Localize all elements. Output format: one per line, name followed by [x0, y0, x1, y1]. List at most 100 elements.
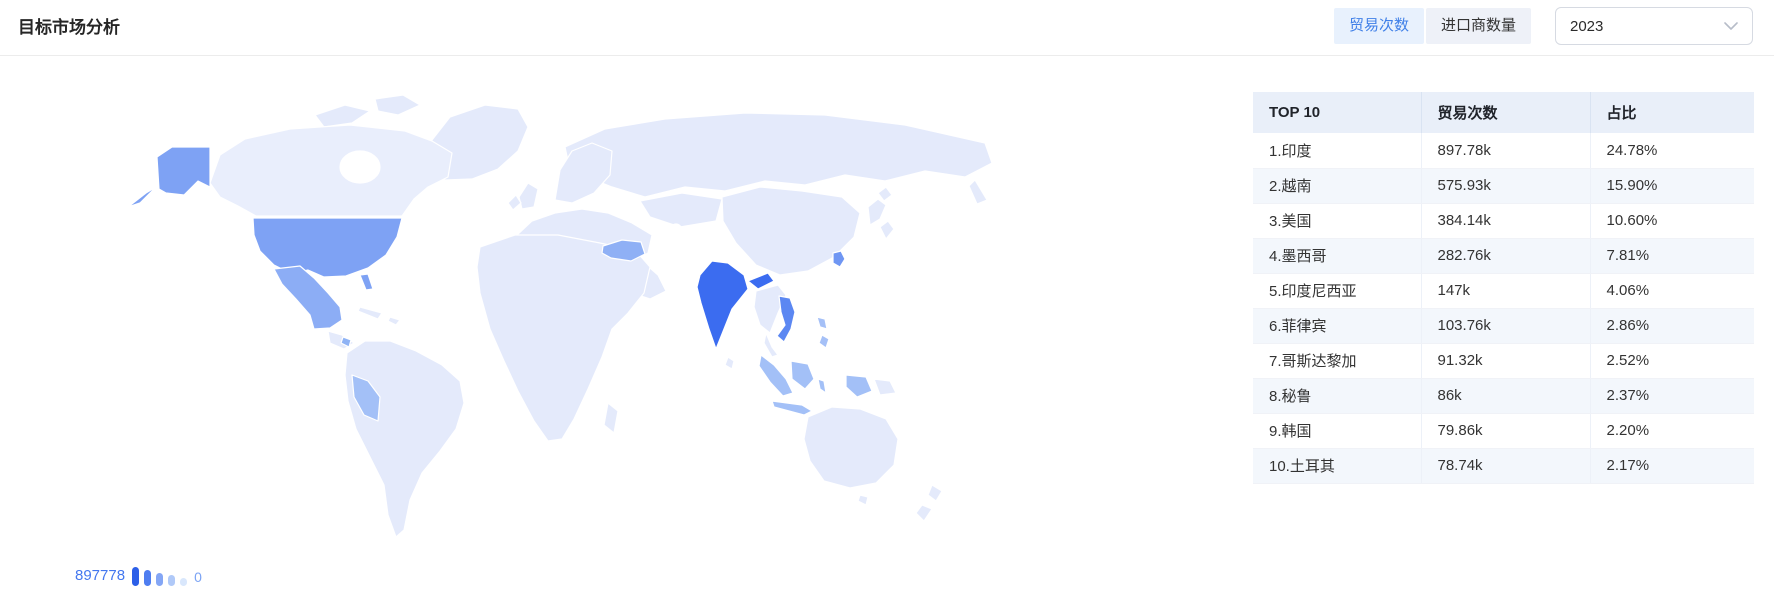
map-country-indonesia-papua[interactable]: [845, 374, 873, 398]
map-country-tasmania: [857, 494, 869, 506]
map-country-russia-kamchatka: [968, 179, 988, 205]
map-country-indonesia-borneo[interactable]: [790, 360, 815, 390]
map-country-africa[interactable]: [476, 234, 651, 442]
map-country-indonesia-java[interactable]: [771, 400, 813, 416]
tab-trade-count[interactable]: 贸易次数: [1333, 8, 1424, 44]
legend-bar: [156, 573, 164, 586]
map-country-ireland: [507, 194, 522, 211]
table-cell: 1.印度: [1253, 133, 1421, 169]
table-cell: 5.印度尼西亚: [1253, 273, 1421, 309]
year-dropdown[interactable]: 2023: [1555, 7, 1753, 45]
map-country-costa-rica[interactable]: [340, 336, 352, 348]
map-country-peru[interactable]: [351, 374, 381, 422]
map-country-cuba: [357, 306, 383, 320]
column-header-trade-count: 贸易次数: [1420, 92, 1590, 133]
table-row[interactable]: 1.印度 897.78k 24.78%: [1253, 133, 1754, 169]
legend-bar: [132, 567, 140, 586]
table-cell: 282.76k: [1420, 238, 1590, 274]
table-cell: 91.32k: [1420, 343, 1590, 379]
table-cell: 9.韩国: [1253, 413, 1421, 449]
map-country-usa[interactable]: [252, 217, 403, 278]
metric-tab-group: 贸易次数 进口商数量: [1333, 8, 1531, 44]
table-row[interactable]: 3.美国 384.14k 10.60%: [1253, 203, 1754, 239]
map-country-philippines[interactable]: [816, 316, 828, 330]
table-cell: 147k: [1420, 273, 1590, 309]
map-country-alaska[interactable]: [156, 146, 211, 196]
table-cell: 3.美国: [1253, 203, 1421, 239]
map-country-australia[interactable]: [803, 406, 899, 489]
map-country-japan[interactable]: [877, 186, 893, 202]
map-region-florida[interactable]: [359, 273, 374, 291]
table-cell: 2.86%: [1589, 308, 1754, 344]
table-row[interactable]: 7.哥斯达黎加 91.32k 2.52%: [1253, 343, 1754, 379]
table-cell: 10.60%: [1589, 203, 1754, 239]
tab-importer-count[interactable]: 进口商数量: [1425, 8, 1531, 44]
table-row[interactable]: 4.墨西哥 282.76k 7.81%: [1253, 238, 1754, 274]
table-row[interactable]: 2.越南 575.93k 15.90%: [1253, 168, 1754, 204]
map-country-turkey[interactable]: [601, 239, 646, 262]
legend-bar: [168, 575, 176, 586]
table-header-row: TOP 10 贸易次数 占比: [1253, 92, 1754, 133]
map-country-png: [873, 378, 897, 396]
column-header-share: 占比: [1589, 92, 1754, 133]
table-cell: 79.86k: [1420, 413, 1590, 449]
map-region-indochina[interactable]: [753, 284, 787, 334]
map-country-new-zealand: [927, 484, 943, 502]
map-country-south-america[interactable]: [344, 340, 465, 538]
legend-max-value: 897778: [75, 567, 126, 584]
table-row[interactable]: 8.秘鲁 86k 2.37%: [1253, 378, 1754, 414]
map-country-uk[interactable]: [518, 182, 539, 210]
table-row[interactable]: 9.韩国 79.86k 2.20%: [1253, 413, 1754, 449]
map-country-japan[interactable]: [879, 220, 895, 240]
map-country-hispaniola: [387, 316, 401, 326]
map-country-south-korea[interactable]: [832, 250, 846, 268]
legend-bar: [144, 570, 152, 586]
table-cell: 4.墨西哥: [1253, 238, 1421, 274]
table-cell: 384.14k: [1420, 203, 1590, 239]
year-dropdown-value: 2023: [1570, 17, 1604, 35]
table-cell: 2.20%: [1589, 413, 1754, 449]
world-map: [60, 85, 1110, 565]
top10-table: TOP 10 贸易次数 占比 1.印度 897.78k 24.78% 2.越南 575.…: [1253, 92, 1754, 484]
map-legend: 897778 0: [75, 560, 202, 586]
column-header-top10: TOP 10: [1253, 92, 1421, 133]
map-country-japan[interactable]: [867, 198, 887, 226]
map-country-indonesia-sumatra[interactable]: [758, 354, 794, 397]
map-country-india-northeast[interactable]: [747, 272, 775, 290]
table-cell: 4.06%: [1589, 273, 1754, 309]
map-country-canada[interactable]: [209, 124, 453, 217]
table-cell: 24.78%: [1589, 133, 1754, 169]
table-cell: 86k: [1420, 378, 1590, 414]
table-cell: 2.52%: [1589, 343, 1754, 379]
table-row[interactable]: 5.印度尼西亚 147k 4.06%: [1253, 273, 1754, 309]
table-row[interactable]: 6.菲律宾 103.76k 2.86%: [1253, 308, 1754, 344]
table-row[interactable]: 10.土耳其 78.74k 2.17%: [1253, 448, 1754, 484]
map-country-philippines[interactable]: [818, 334, 830, 349]
map-arctic-islands: [374, 94, 421, 116]
table-cell: 2.越南: [1253, 168, 1421, 204]
table-cell: 103.76k: [1420, 308, 1590, 344]
table-cell: 78.74k: [1420, 448, 1590, 484]
table-cell: 10.土耳其: [1253, 448, 1421, 484]
map-country-russia[interactable]: [564, 112, 993, 198]
table-cell: 575.93k: [1420, 168, 1590, 204]
map-country-mexico[interactable]: [273, 265, 343, 330]
map-region-scandinavia[interactable]: [554, 142, 613, 204]
table-cell: 2.37%: [1589, 378, 1754, 414]
map-region-malay-peninsula: [763, 332, 779, 358]
map-country-sri-lanka: [724, 356, 735, 370]
map-country-alaska-peninsula[interactable]: [127, 186, 157, 208]
legend-bars: [132, 567, 188, 586]
map-country-india[interactable]: [696, 260, 749, 350]
caspian-sea: [667, 223, 685, 251]
map-region-central-asia[interactable]: [639, 192, 723, 228]
hudson-bay: [339, 150, 381, 184]
chevron-down-icon: [1724, 21, 1738, 31]
header-divider: [0, 55, 1774, 56]
page-title: 目标市场分析: [18, 18, 120, 37]
legend-bar: [180, 578, 188, 586]
map-arctic-islands: [314, 104, 371, 128]
map-country-new-zealand: [915, 504, 933, 522]
map-country-vietnam[interactable]: [776, 295, 796, 343]
map-country-indonesia-sulawesi[interactable]: [817, 378, 827, 394]
